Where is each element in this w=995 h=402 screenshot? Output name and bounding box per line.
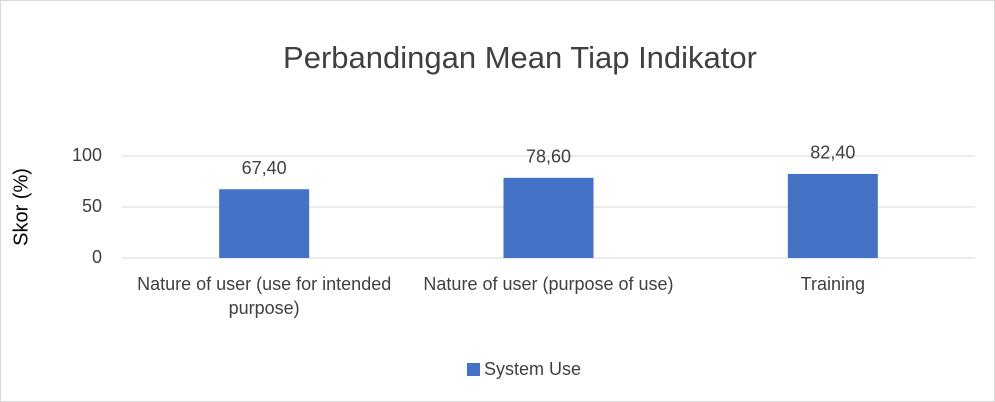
data-label: 78,60 [526, 147, 571, 167]
bar [503, 177, 594, 258]
bar [219, 189, 310, 258]
legend-swatch [467, 363, 480, 376]
bar [787, 173, 878, 258]
x-tick-label: Training [800, 274, 866, 294]
data-label: 82,40 [810, 143, 855, 163]
x-tick-label-box: Nature of user (use for intended purpose… [137, 274, 392, 318]
y-tick-label: 0 [92, 247, 102, 267]
y-tick-label: 100 [72, 145, 102, 165]
chart-title: Perbandingan Mean Tiap Indikator [283, 40, 757, 75]
x-tick-label: Nature of user (use for intended purpose… [137, 274, 392, 318]
legend-label: System Use [484, 359, 581, 379]
x-tick-label-box: Training [800, 274, 866, 294]
data-label: 67,40 [242, 158, 287, 178]
x-tick-label: Nature of user (purpose of use) [423, 274, 674, 294]
y-axis-title: Skor (%) [10, 168, 32, 246]
y-tick-label: 50 [82, 196, 102, 216]
x-tick-label-box: Nature of user (purpose of use) [423, 274, 674, 294]
